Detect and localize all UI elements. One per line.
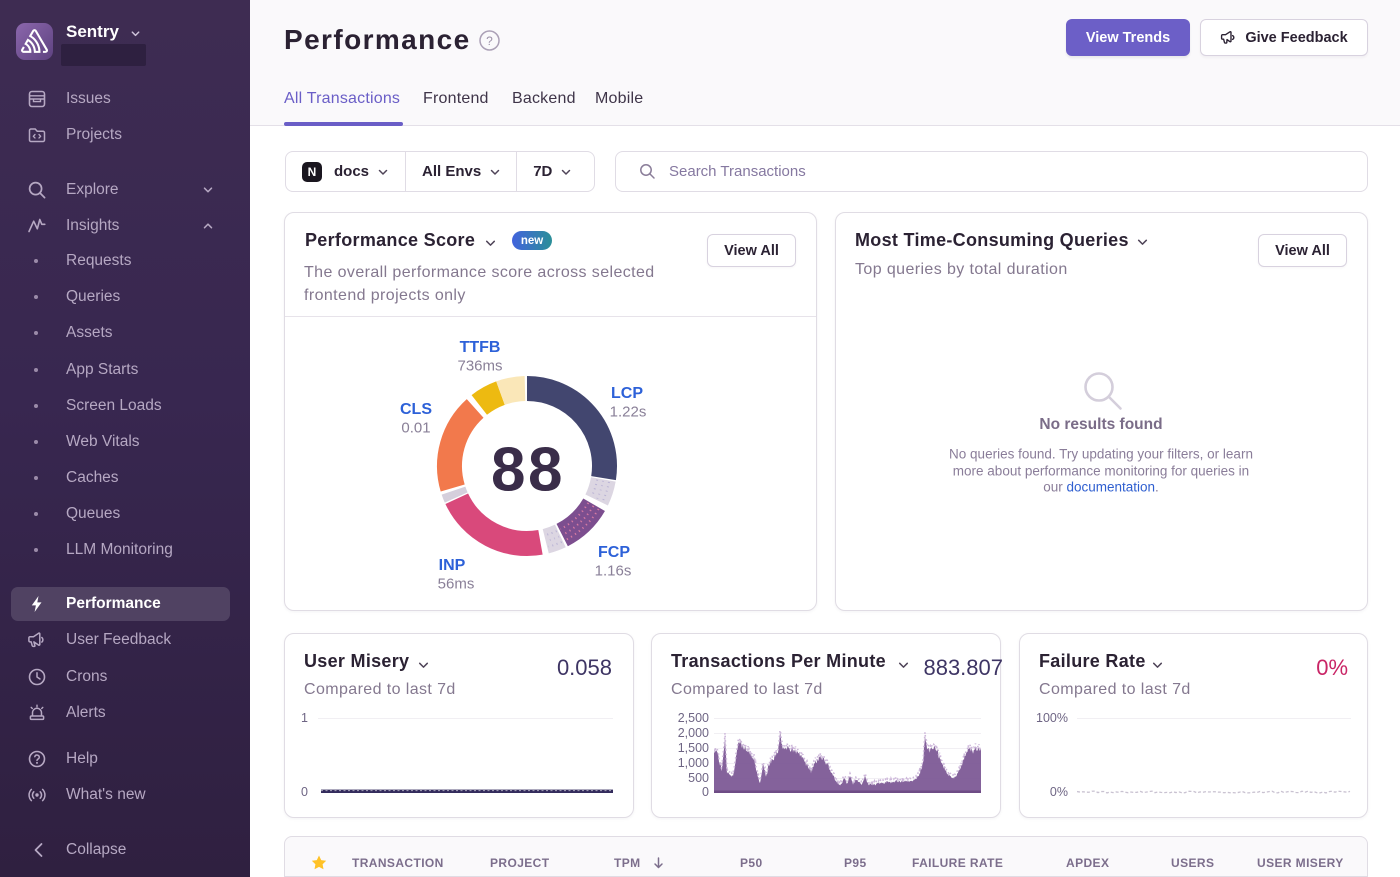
svg-text:?: ?: [486, 34, 493, 48]
